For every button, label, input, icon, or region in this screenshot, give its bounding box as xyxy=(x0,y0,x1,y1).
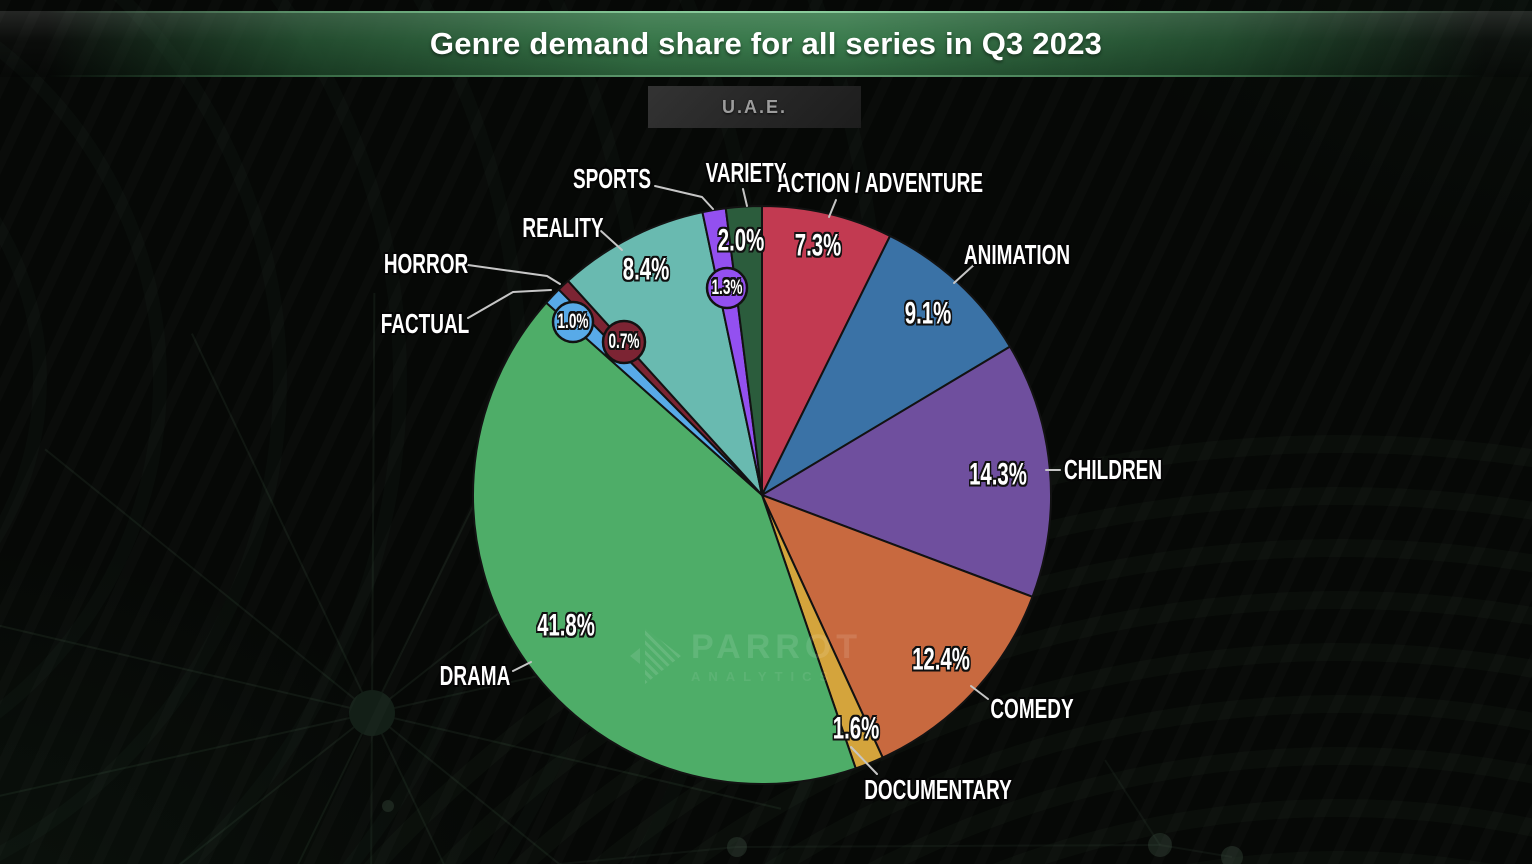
callout-line-comedy xyxy=(970,685,989,700)
callout-line-sports xyxy=(654,185,714,210)
deco-line xyxy=(0,624,373,714)
pie-slice-animation xyxy=(759,234,1012,498)
pie-bubbles-group xyxy=(551,266,749,365)
deco-circle xyxy=(1187,851,1493,864)
pie-bubble-factual xyxy=(551,300,595,344)
deco-line xyxy=(736,844,1161,848)
callout-line-documentary xyxy=(850,746,878,775)
deco-circle xyxy=(1221,846,1243,864)
deco-circle xyxy=(673,643,1532,864)
callout-line-variety xyxy=(742,188,748,207)
label-action-adventure: ACTION / ADVENTURE xyxy=(777,166,983,199)
title-banner: Genre demand share for all series in Q3 … xyxy=(0,11,1532,77)
label-comedy: COMEDY xyxy=(990,692,1074,725)
deco-line xyxy=(297,712,373,864)
deco-circle xyxy=(510,539,1532,864)
callout-line-drama xyxy=(512,661,532,672)
pie-slices-group xyxy=(471,204,1052,785)
pct-action-adventure: 7.3% xyxy=(794,228,842,263)
deco-line xyxy=(371,712,561,864)
label-reality: REALITY xyxy=(522,211,604,244)
region-badge: U.A.E. xyxy=(648,86,861,128)
region-label: U.A.E. xyxy=(721,96,787,117)
deco-circle xyxy=(178,0,407,864)
pct-children: 14.3% xyxy=(969,457,1027,492)
deco-circle xyxy=(0,41,167,719)
deco-circle xyxy=(868,747,1532,864)
deco-line xyxy=(371,712,782,810)
deco-line xyxy=(44,448,373,714)
deco-circle xyxy=(382,800,394,812)
label-variety: VARIETY xyxy=(705,156,787,189)
deco-circle xyxy=(589,591,1532,864)
page-title: Genre demand share for all series in Q3 … xyxy=(429,26,1103,61)
deco-line xyxy=(178,712,373,864)
label-animation: ANIMATION xyxy=(963,238,1071,271)
label-drama: DRAMA xyxy=(439,659,511,692)
label-horror: HORROR xyxy=(383,247,469,280)
deco-line xyxy=(370,712,373,864)
banner-top-line xyxy=(0,11,1532,13)
pct-sports: 1.3% xyxy=(711,275,743,300)
deco-line xyxy=(371,712,445,864)
deco-circle xyxy=(364,435,1532,864)
deco-circle xyxy=(349,690,395,736)
pct-factual: 1.0% xyxy=(557,309,589,334)
deco-circle xyxy=(992,799,1532,864)
pie-slice-comedy xyxy=(760,493,1034,759)
pct-horror: 0.7% xyxy=(608,329,640,354)
pct-animation: 9.1% xyxy=(904,296,952,331)
label-factual: FACTUAL xyxy=(380,307,470,340)
label-documentary: DOCUMENTARY xyxy=(864,773,1012,806)
deco-line xyxy=(190,333,373,714)
callout-line-horror xyxy=(467,264,561,285)
deco-circle xyxy=(436,487,1532,864)
deco-line xyxy=(1159,844,1233,858)
deco-circle xyxy=(1148,833,1172,857)
pie-slice-drama xyxy=(471,301,857,785)
banner-bottom-line xyxy=(0,75,1532,77)
deco-circle xyxy=(0,216,47,544)
pct-comedy: 12.4% xyxy=(912,642,970,677)
callout-lines-group xyxy=(467,185,1061,775)
label-children: CHILDREN xyxy=(1063,453,1163,486)
label-sports: SPORTS xyxy=(572,162,652,195)
deco-line xyxy=(0,712,373,797)
deco-line xyxy=(371,293,376,714)
pie-bubble-horror xyxy=(601,319,647,365)
callout-line-reality xyxy=(600,230,623,251)
pie-bubble-sports xyxy=(705,266,749,310)
pct-variety: 2.0% xyxy=(717,223,765,258)
pie-slice-action-adventure xyxy=(761,204,892,496)
callout-line-factual xyxy=(467,289,552,319)
pct-reality: 8.4% xyxy=(622,252,670,287)
deco-line xyxy=(559,846,738,864)
deco-line xyxy=(1104,759,1161,846)
pct-drama: 41.8% xyxy=(537,608,595,643)
callout-line-action xyxy=(828,199,837,218)
deco-circle xyxy=(0,0,287,862)
deco-circle xyxy=(764,695,1532,864)
deco-circle xyxy=(727,837,747,857)
callout-line-animation xyxy=(953,262,977,284)
pct-documentary: 1.6% xyxy=(832,711,880,746)
